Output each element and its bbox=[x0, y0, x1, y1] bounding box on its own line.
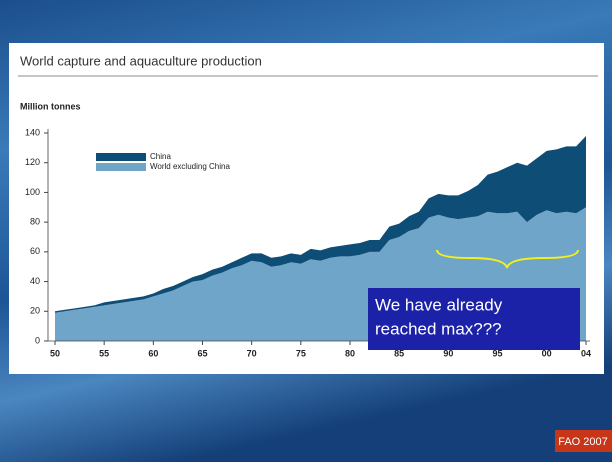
x-tick-label: 65 bbox=[197, 348, 207, 358]
y-tick-label: 100 bbox=[25, 187, 40, 197]
y-axis-label: Million tonnes bbox=[20, 101, 81, 111]
chart-title: World capture and aquaculture production bbox=[20, 53, 262, 68]
bracket bbox=[436, 249, 579, 269]
y-tick-label: 80 bbox=[30, 217, 40, 227]
annotation: reached max??? bbox=[375, 319, 502, 338]
legend-swatch bbox=[96, 153, 146, 161]
legend-label: World excluding China bbox=[150, 162, 230, 171]
y-tick-label: 40 bbox=[30, 276, 40, 286]
y-tick-label: 60 bbox=[30, 246, 40, 256]
x-tick-label: 95 bbox=[492, 348, 502, 358]
y-tick-label: 120 bbox=[25, 157, 40, 167]
source-box bbox=[555, 430, 612, 452]
x-tick-label: 04 bbox=[581, 348, 591, 358]
x-tick-label: 75 bbox=[296, 348, 306, 358]
legend-swatch bbox=[96, 163, 146, 171]
legend-label: China bbox=[150, 152, 171, 161]
annotation-box bbox=[368, 288, 580, 350]
source: FAO 2007 bbox=[558, 436, 608, 448]
y-tick-label: 0 bbox=[35, 335, 40, 345]
y-tick-label: 20 bbox=[30, 306, 40, 316]
x-tick-label: 85 bbox=[394, 348, 404, 358]
x-tick-label: 70 bbox=[247, 348, 257, 358]
y-tick-label: 140 bbox=[25, 127, 40, 137]
x-tick-label: 80 bbox=[345, 348, 355, 358]
x-tick-label: 90 bbox=[443, 348, 453, 358]
annotation: We have already bbox=[375, 295, 503, 314]
x-tick-label: 55 bbox=[99, 348, 109, 358]
x-tick-label: 50 bbox=[50, 348, 60, 358]
x-tick-label: 60 bbox=[148, 348, 158, 358]
x-tick-label: 00 bbox=[542, 348, 552, 358]
